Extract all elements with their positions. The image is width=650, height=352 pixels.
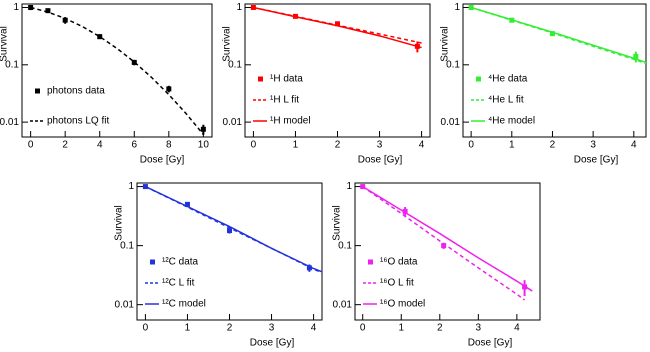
x-axis-label: Dose [Gy] xyxy=(250,338,295,349)
x-tick-label: 4 xyxy=(419,140,425,151)
y-tick-label: 0.01 xyxy=(441,117,461,128)
x-tick-label: 3 xyxy=(377,140,383,151)
data-point xyxy=(62,17,68,23)
legend-label: ⁴He model xyxy=(488,116,535,127)
legend-marker xyxy=(150,259,155,265)
x-tick-label: 2 xyxy=(227,323,233,334)
legend-label: ¹²C model xyxy=(162,299,206,310)
fit-line xyxy=(145,185,323,273)
x-tick-label: 0 xyxy=(143,323,149,334)
x-tick-label: 4 xyxy=(631,140,637,151)
data-point xyxy=(200,126,206,132)
data-point xyxy=(45,8,51,14)
legend-label: ¹²C data xyxy=(162,257,199,268)
legend-label: ⁴He L fit xyxy=(488,95,524,106)
x-tick-label: 1 xyxy=(398,323,404,334)
data-point xyxy=(97,34,103,40)
legend-marker xyxy=(368,259,373,265)
y-tick-label: 0.01 xyxy=(223,117,243,128)
x-tick-label: 1 xyxy=(509,140,515,151)
fit-line xyxy=(470,6,647,64)
y-tick-label: 1 xyxy=(346,181,352,192)
x-tick-label: 1 xyxy=(293,140,299,151)
x-tick-label: 1 xyxy=(185,323,191,334)
y-tick-label: 0.01 xyxy=(0,117,19,128)
x-tick-label: 3 xyxy=(476,323,482,334)
x-tick-label: 8 xyxy=(166,140,172,151)
y-axis-label: Survival xyxy=(222,26,233,62)
x-axis-label: Dose [Gy] xyxy=(468,338,513,349)
x-tick-label: 2 xyxy=(437,323,443,334)
legend-marker xyxy=(258,76,263,82)
x-tick-label: 2 xyxy=(550,140,556,151)
x-tick-label: 3 xyxy=(269,323,275,334)
legend-label: ¹H L fit xyxy=(270,95,299,106)
legend-marker xyxy=(476,76,481,82)
data-point xyxy=(184,201,190,207)
y-axis-label: Survival xyxy=(0,26,10,62)
x-tick-label: 4 xyxy=(311,323,317,334)
legend-label: ¹⁶O L fit xyxy=(380,278,414,289)
y-tick-label: 1 xyxy=(454,2,460,13)
y-tick-label: 0.01 xyxy=(115,299,135,310)
y-axis-label: Survival xyxy=(332,205,343,241)
y-tick-label: 1 xyxy=(236,2,242,13)
x-axis-label: Dose [Gy] xyxy=(574,155,619,166)
legend-label: ¹⁶O model xyxy=(380,299,425,310)
y-tick-label: 0.1 xyxy=(338,240,352,251)
y-axis-label: Survival xyxy=(114,205,125,241)
x-axis-label: Dose [Gy] xyxy=(140,155,185,166)
legend-label: photons LQ fit xyxy=(47,116,109,127)
legend-label: ⁴He data xyxy=(488,74,528,85)
x-tick-label: 6 xyxy=(131,140,137,151)
legend-label: ¹H model xyxy=(270,116,311,127)
x-tick-label: 10 xyxy=(198,140,210,151)
y-tick-label: 0.1 xyxy=(5,59,19,70)
y-tick-label: 0.01 xyxy=(333,299,353,310)
y-tick-label: 1 xyxy=(128,181,134,192)
y-axis-label: Survival xyxy=(440,26,451,62)
x-tick-label: 0 xyxy=(251,140,257,151)
x-tick-label: 2 xyxy=(335,140,341,151)
data-point xyxy=(166,86,172,92)
y-tick-label: 0.1 xyxy=(446,59,460,70)
legend-label: ¹²C L fit xyxy=(162,278,195,289)
fit-line xyxy=(30,6,204,135)
legend-label: ¹H data xyxy=(270,74,303,85)
plot-frame xyxy=(354,182,541,321)
data-point xyxy=(335,21,340,27)
y-tick-label: 0.1 xyxy=(228,59,242,70)
legend-label: photons data xyxy=(47,86,105,97)
x-axis-label: Dose [Gy] xyxy=(358,155,403,166)
x-tick-label: 3 xyxy=(590,140,596,151)
fit-line xyxy=(253,6,422,49)
data-point xyxy=(402,208,408,214)
x-tick-label: 0 xyxy=(28,140,34,151)
legend-marker xyxy=(35,88,40,94)
x-tick-label: 2 xyxy=(62,140,68,151)
data-point xyxy=(633,53,639,59)
plot-frame xyxy=(462,3,647,138)
plot-frame xyxy=(21,3,213,138)
x-tick-label: 4 xyxy=(97,140,103,151)
fit-line xyxy=(362,185,526,301)
y-tick-label: 0.1 xyxy=(120,240,134,251)
x-tick-label: 4 xyxy=(514,323,520,334)
data-point xyxy=(131,59,137,65)
data-point xyxy=(227,228,232,234)
x-tick-label: 0 xyxy=(360,323,366,334)
data-point xyxy=(441,243,447,249)
y-tick-label: 1 xyxy=(13,2,19,13)
legend-label: ¹⁶O data xyxy=(380,257,418,268)
x-tick-label: 0 xyxy=(468,140,474,151)
fit-line xyxy=(362,185,533,292)
